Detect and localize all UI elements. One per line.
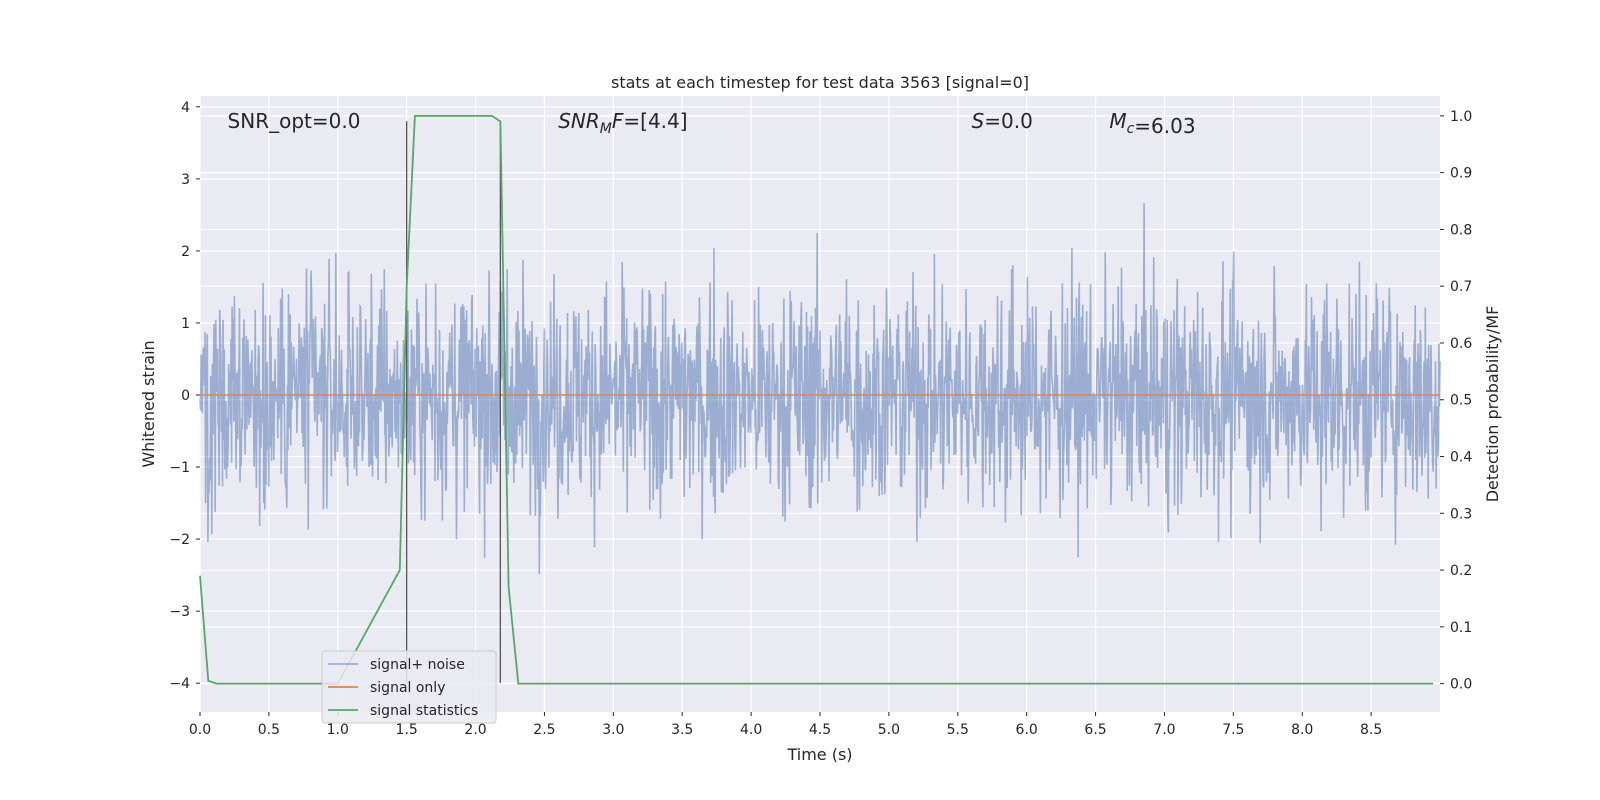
y-axis-label: Whitened strain — [139, 340, 158, 467]
legend-label: signal only — [370, 680, 445, 696]
x-tick-label: 0.0 — [189, 722, 211, 738]
annotations: SNR_opt=0.0 SNRMF=[4.4] S=0.0 Mc=6.03 — [228, 109, 1196, 138]
y-tick-label: 3 — [181, 172, 190, 188]
x-tick-label: 2.5 — [533, 722, 555, 738]
marks — [199, 115, 1441, 685]
y-tick-label: 0 — [181, 388, 190, 404]
x-tick-label: 6.5 — [1084, 722, 1106, 738]
y2-tick-label: 0.5 — [1450, 393, 1472, 409]
x-tick-label: 7.0 — [1153, 722, 1175, 738]
annotation: SNR_opt=0.0 — [228, 109, 361, 133]
x-tick-label: 0.5 — [258, 722, 280, 738]
y2-tick-label: 0.4 — [1450, 450, 1472, 466]
y2-tick-label: 0.9 — [1450, 166, 1472, 182]
axes: 0.0 0.5 1.0 1.5 2.0 2.5 3.0 3.5 4.0 4.5 5.0 5.5 6.0 6… — [169, 100, 1472, 738]
y2-tick-label: 0.6 — [1450, 336, 1472, 352]
x-tick-label: 7.5 — [1222, 722, 1244, 738]
y2-tick-label: 1.0 — [1450, 109, 1472, 125]
y-tick-label: −1 — [169, 460, 190, 476]
x-tick-label: 4.0 — [740, 722, 762, 738]
y-tick-label: 4 — [181, 100, 190, 116]
series-signal-statistics-line — [199, 115, 1434, 685]
y2-tick-label: 0.3 — [1450, 506, 1472, 522]
annotation: S=0.0 — [972, 109, 1033, 133]
x-tick-label: 3.5 — [671, 722, 693, 738]
x-tick-label: 1.5 — [396, 722, 418, 738]
y2-tick-label: 0.0 — [1450, 677, 1472, 693]
y-tick-label: 2 — [181, 244, 190, 260]
x-axis-label: Time (s) — [786, 745, 852, 764]
y-tick-label: −3 — [169, 604, 190, 620]
x-tick-label: 8.5 — [1360, 722, 1382, 738]
legend-label: signal statistics — [370, 703, 478, 719]
x-tick-label: 5.0 — [878, 722, 900, 738]
x-tick-label: 4.5 — [809, 722, 831, 738]
legend: signal+ noise signal only signal statistic… — [321, 650, 497, 724]
y2-tick-label: 0.8 — [1450, 222, 1472, 238]
y-tick-label: −2 — [169, 532, 190, 548]
y2-tick-label: 0.1 — [1450, 620, 1472, 636]
x-tick-label: 3.0 — [602, 722, 624, 738]
annotation: SNRMF=[4.4] — [558, 109, 687, 137]
y-tick-label: −4 — [169, 676, 190, 692]
y2-tick-label: 0.2 — [1450, 563, 1472, 579]
chart-title: stats at each timestep for test data 356… — [611, 73, 1029, 92]
y2-axis-label: Detection probability/MF — [1483, 306, 1502, 503]
x-tick-label: 2.0 — [464, 722, 486, 738]
y-tick-label: 1 — [181, 316, 190, 332]
x-tick-label: 8.0 — [1291, 722, 1313, 738]
legend-label: signal+ noise — [370, 657, 465, 673]
legend-box — [321, 650, 497, 724]
annotation: Mc=6.03 — [1109, 109, 1195, 138]
x-tick-label: 1.0 — [327, 722, 349, 738]
x-tick-label: 5.5 — [947, 722, 969, 738]
y2-tick-label: 0.7 — [1450, 279, 1472, 295]
x-tick-label: 6.0 — [1016, 722, 1038, 738]
